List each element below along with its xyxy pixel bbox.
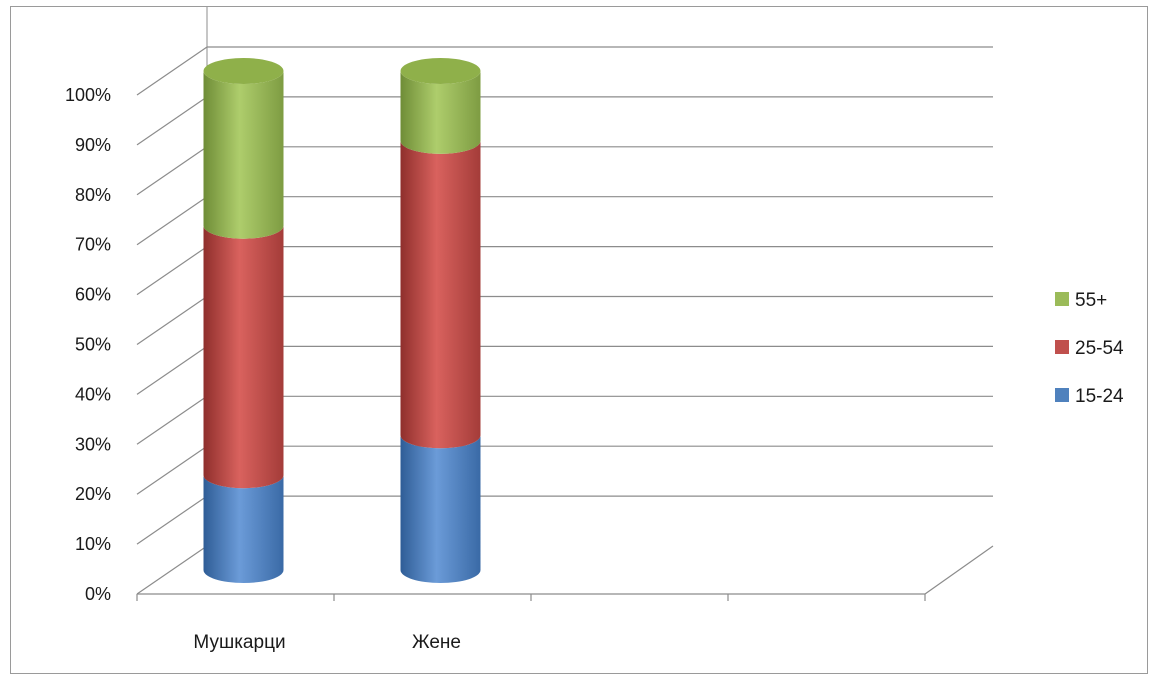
bars: [203, 58, 481, 583]
legend: 55+ 25-54 15-24: [1055, 290, 1124, 407]
gridline-side: [136, 445, 208, 495]
gridline-side: [136, 146, 208, 196]
legend-swatch: [1055, 388, 1069, 402]
bar-top: [203, 58, 284, 84]
y-tick-label: 80%: [75, 185, 111, 205]
chart-frame: 0% 10% 20% 30% 40% 50% 60% 70% 80% 90% 100% Мушкарц…: [10, 6, 1148, 674]
bar-segment: [203, 475, 284, 583]
category-label: Мушкарци: [193, 632, 285, 653]
y-tick-label: 70%: [75, 235, 111, 255]
y-tick-label: 20%: [75, 484, 111, 504]
y-tick-label: 10%: [75, 534, 111, 554]
legend-swatch: [1055, 340, 1069, 354]
y-tick-label: 50%: [75, 335, 111, 355]
gridline-side: [136, 46, 208, 96]
gridline-side: [136, 495, 208, 545]
gridline-side: [136, 96, 208, 146]
legend-label: 55+: [1075, 290, 1107, 311]
bar-segment: [400, 71, 481, 154]
gridline-side: [136, 196, 208, 246]
labels: 0% 10% 20% 30% 40% 50% 60% 70% 80% 90% 100% Мушкарц…: [65, 85, 461, 653]
chart-svg: 0% 10% 20% 30% 40% 50% 60% 70% 80% 90% 100% Мушкарц…: [65, 7, 1124, 653]
y-tick-label: 30%: [75, 434, 111, 454]
legend-label: 25-54: [1075, 338, 1124, 359]
y-tick-label: 90%: [75, 135, 111, 155]
gridline-side: [136, 545, 208, 595]
gridline-side: [136, 345, 208, 395]
bar-segment: [203, 225, 284, 489]
legend-swatch: [1055, 292, 1069, 306]
bar-segment: [400, 140, 481, 449]
y-tick-label: 0%: [85, 584, 111, 604]
y-tick-label: 60%: [75, 285, 111, 305]
gridlines: [136, 46, 993, 595]
gridline-side: [136, 246, 208, 296]
legend-label: 15-24: [1075, 386, 1124, 407]
y-tick-label: 40%: [75, 384, 111, 404]
gridline-side: [136, 296, 208, 345]
category-label: Жене: [412, 632, 461, 653]
bar-top: [400, 58, 481, 84]
bar-segment: [203, 71, 284, 239]
y-tick-label: 100%: [65, 85, 111, 105]
bar-segment: [400, 435, 481, 583]
gridline-side: [136, 395, 208, 445]
